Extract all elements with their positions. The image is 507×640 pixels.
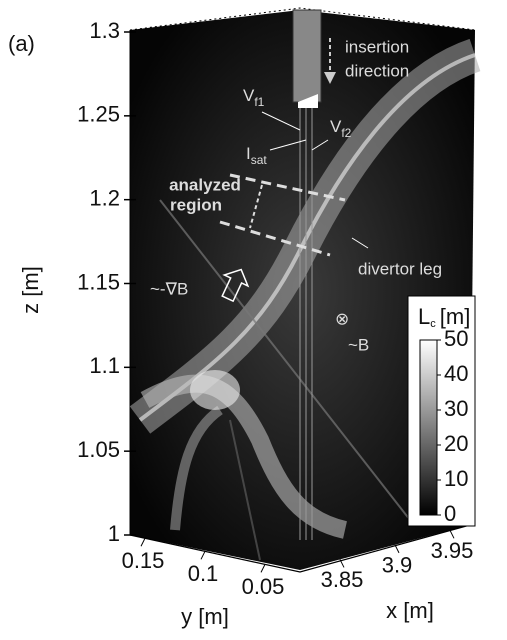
x-tick-label: 3.95 bbox=[431, 538, 474, 563]
colorbar-box bbox=[407, 295, 476, 527]
x-tick-label: 3.85 bbox=[321, 567, 364, 592]
annotation: Vf2 bbox=[330, 117, 352, 140]
z-tick-label: 1 bbox=[108, 521, 120, 546]
leader bbox=[351, 237, 369, 249]
region-line bbox=[219, 220, 331, 257]
annotation: Vf1 bbox=[243, 86, 265, 109]
colorbar-tick-label: 40 bbox=[444, 361, 468, 386]
y-axis-label: y [m] bbox=[181, 604, 229, 629]
panel-label: (a) bbox=[8, 31, 35, 56]
annotation: region bbox=[170, 195, 222, 214]
colorbar-tick-label: 30 bbox=[444, 396, 468, 421]
x-tick bbox=[339, 559, 345, 568]
y-tick-label: 0.15 bbox=[122, 548, 165, 573]
colorbar-label-rest: [m] bbox=[440, 304, 471, 329]
annotation-main: I bbox=[246, 144, 251, 163]
annotation: Isat bbox=[246, 144, 267, 167]
colorbar-label: Lc [m] bbox=[418, 304, 470, 330]
region-arrow bbox=[249, 184, 263, 229]
y-tick bbox=[260, 564, 266, 573]
structure bbox=[170, 405, 223, 531]
image-volume bbox=[130, 10, 475, 570]
z-tick-label: 1.3 bbox=[89, 18, 120, 43]
annotation-main: V bbox=[330, 117, 342, 136]
leader bbox=[311, 139, 329, 151]
x-tick bbox=[449, 530, 455, 539]
annotation-sub: sat bbox=[251, 153, 268, 167]
annotation-sub: f1 bbox=[254, 95, 264, 109]
structure bbox=[159, 199, 411, 521]
z-tick-label: 1.1 bbox=[89, 353, 120, 378]
y-tick bbox=[200, 551, 206, 560]
annotation: ~B bbox=[348, 335, 369, 354]
annotation: divertor leg bbox=[358, 259, 442, 278]
annotation: ⊗ bbox=[335, 309, 349, 328]
colorbar-tick-label: 20 bbox=[444, 431, 468, 456]
z-tick-label: 1.05 bbox=[77, 437, 120, 462]
probe-head bbox=[292, 9, 322, 103]
annotation: direction bbox=[345, 61, 409, 80]
colorbar-tick-label: 50 bbox=[444, 326, 468, 351]
dynamic-layer: (a) 1 1.05 1.1 1.15 1.2 1.25 1.3 z [m] 0.15 0.1 0.0… bbox=[8, 18, 473, 629]
x-tick-label: 3.9 bbox=[382, 553, 413, 578]
x-tick bbox=[394, 544, 400, 554]
box-edge bbox=[129, 524, 471, 573]
annotation: insertion bbox=[345, 37, 409, 56]
z-axis-label: z [m] bbox=[18, 266, 43, 314]
colorbar-tick-label: 10 bbox=[444, 466, 468, 491]
annotation-main: V bbox=[243, 86, 255, 105]
y-tick-label: 0.05 bbox=[242, 574, 285, 599]
arrow-head bbox=[324, 72, 336, 84]
y-tick-label: 0.1 bbox=[188, 561, 219, 586]
annotation: analyzed bbox=[169, 175, 241, 194]
z-tick-label: 1.2 bbox=[89, 185, 120, 210]
gradb-arrow bbox=[221, 268, 250, 303]
annotation: ~-∇B bbox=[150, 279, 188, 298]
z-tick-label: 1.25 bbox=[77, 102, 120, 127]
box-edge bbox=[129, 7, 476, 31]
region-line bbox=[229, 173, 346, 202]
colorbar-label-sub: c bbox=[430, 318, 436, 330]
probe-tip bbox=[298, 94, 318, 108]
z-tick-label: 1.15 bbox=[77, 269, 120, 294]
colorbar-label-main: L bbox=[418, 304, 430, 329]
leader bbox=[261, 111, 301, 131]
leader bbox=[269, 139, 307, 151]
x-axis-label: x [m] bbox=[386, 598, 434, 623]
hotspot bbox=[190, 370, 240, 410]
structure bbox=[229, 419, 261, 561]
colorbar-tick-label: 0 bbox=[444, 501, 456, 526]
y-tick bbox=[140, 538, 146, 547]
colorbar bbox=[419, 339, 438, 516]
annotation-sub: f2 bbox=[341, 126, 351, 140]
structure bbox=[140, 374, 348, 539]
